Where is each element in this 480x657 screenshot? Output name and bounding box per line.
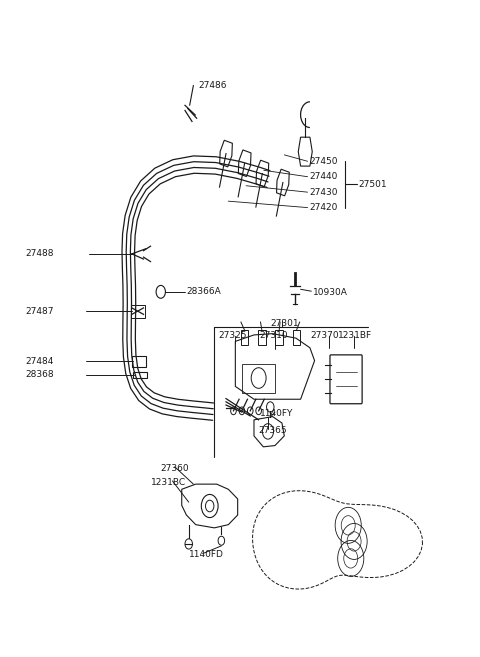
Text: 27310: 27310: [260, 331, 288, 340]
Text: 27360: 27360: [161, 464, 190, 472]
Text: 27325: 27325: [218, 331, 247, 340]
Text: 1231BF: 1231BF: [338, 331, 372, 340]
Text: 28368: 28368: [25, 371, 54, 379]
Bar: [241, 330, 248, 344]
Text: 1140FD: 1140FD: [189, 551, 224, 559]
Text: 1140FY: 1140FY: [260, 409, 293, 418]
Text: 28366A: 28366A: [186, 286, 221, 296]
Bar: [242, 364, 275, 393]
Text: 27420: 27420: [309, 203, 337, 212]
Text: 27487: 27487: [25, 307, 54, 315]
Text: 27488: 27488: [25, 250, 54, 258]
Bar: [133, 372, 147, 378]
Text: 27301: 27301: [270, 319, 299, 328]
Bar: [132, 355, 146, 367]
Bar: [276, 330, 283, 344]
Text: 27365: 27365: [259, 426, 287, 435]
Text: 27440: 27440: [309, 172, 337, 181]
Text: 27370: 27370: [310, 331, 338, 340]
Text: 27501: 27501: [359, 180, 387, 189]
Text: 27484: 27484: [25, 357, 54, 366]
Text: 27486: 27486: [198, 81, 227, 90]
Text: 10930A: 10930A: [312, 288, 348, 297]
Bar: [131, 305, 145, 317]
Text: 1231BC: 1231BC: [151, 478, 187, 487]
Text: 27430: 27430: [309, 188, 337, 196]
Text: 27450: 27450: [309, 157, 337, 166]
Bar: [293, 330, 300, 344]
Bar: [258, 330, 265, 344]
